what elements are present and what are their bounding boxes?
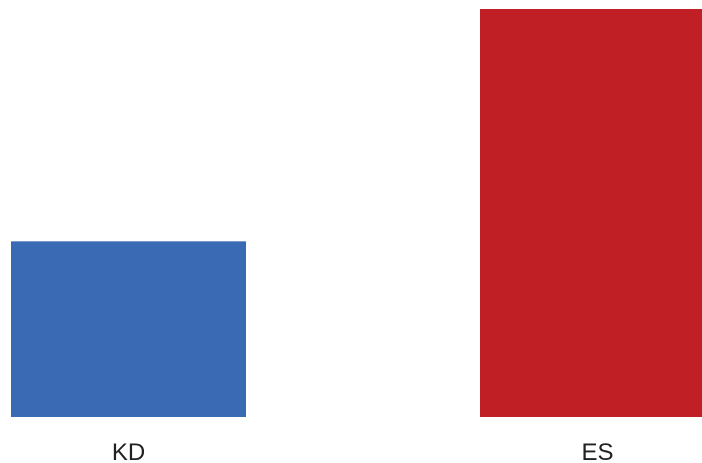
category-label-es: ES [581,439,613,463]
bar-es [480,9,702,417]
category-labels-group: KD ES [112,439,614,463]
bar-kd [11,241,246,417]
category-label-kd: KD [112,439,145,463]
bars-group [11,9,702,417]
